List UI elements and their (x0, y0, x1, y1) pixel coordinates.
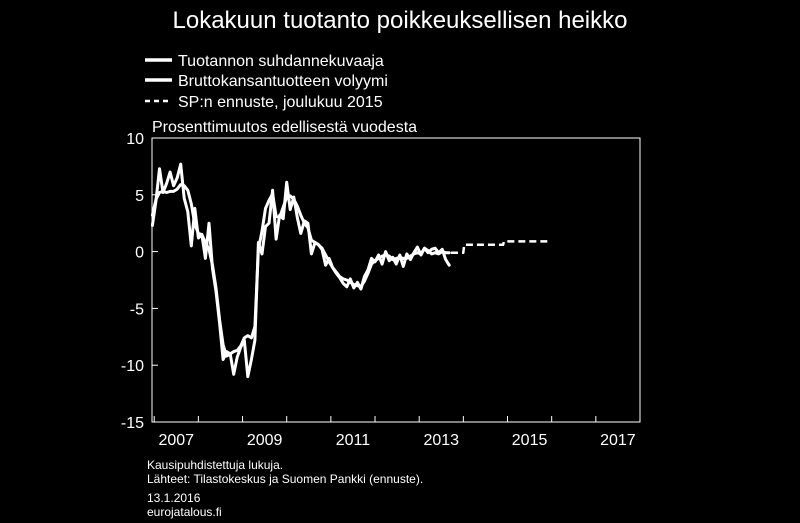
y-tick-label: 0 (135, 245, 144, 262)
note-site: eurojatalous.fi (147, 505, 222, 519)
x-tick-label: 2017 (600, 432, 636, 449)
plot-frame (151, 137, 641, 423)
note-date: 13.1.2016 (147, 491, 201, 505)
note-seasonal: Kausipuhdistettuja lukuja. (147, 458, 283, 472)
y-axis: 10 5 0 -5 -10 -15 (121, 131, 158, 432)
note-sources: Lähteet: Tilastokeskus ja Suomen Pankki … (147, 472, 423, 486)
legend-label-0: Tuotannon suhdannekuvaaja (178, 53, 384, 70)
x-tick-label: 2015 (512, 432, 548, 449)
legend: Tuotannon suhdannekuvaaja Bruttokansantu… (145, 53, 388, 111)
x-tick-label: 2007 (158, 432, 194, 449)
notes: Kausipuhdistettuja lukuja. Lähteet: Tila… (147, 458, 423, 519)
series-layer (150, 162, 548, 379)
legend-label-2: SP:n ennuste, joulukuu 2015 (178, 94, 383, 111)
y-tick-label: 10 (126, 131, 144, 148)
x-tick-label: 2013 (423, 432, 459, 449)
x-tick-label: 2011 (336, 432, 371, 449)
y-tick-label: -15 (121, 415, 144, 432)
series-line-2 (451, 240, 548, 254)
chart-title: Lokakuun tuotanto poikkeuksellisen heikk… (173, 7, 628, 34)
x-axis: 2007 2009 2011 2013 2015 2017 (153, 416, 641, 449)
legend-label-1: Bruttokansantuotteen volyymi (178, 73, 388, 90)
chart-subtitle: Prosenttimuutos edellisestä vuodesta (152, 119, 417, 136)
y-tick-label: 5 (135, 188, 144, 205)
x-tick-label: 2009 (247, 432, 283, 449)
y-tick-label: -5 (130, 301, 144, 318)
series-line-1 (150, 183, 451, 358)
y-tick-label: -10 (121, 358, 144, 375)
